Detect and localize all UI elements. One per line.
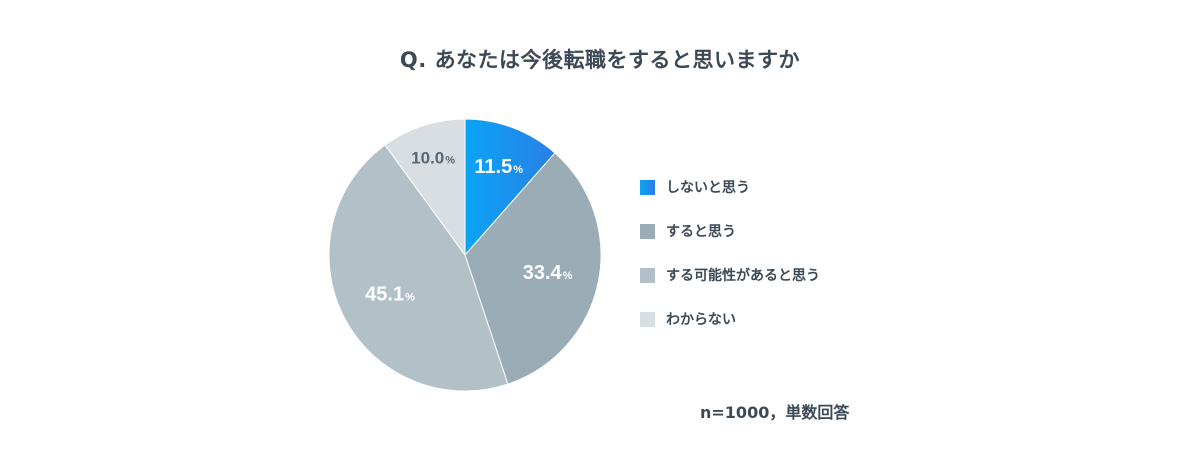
legend-item: する可能性があると思う <box>640 264 820 286</box>
pie-slice <box>328 144 509 392</box>
legend: しないと思う すると思う する可能性があると思う わからない <box>640 176 820 352</box>
sample-note: n=1000，単数回答 <box>700 403 850 422</box>
slice-value-label: 33.4% <box>523 262 573 284</box>
legend-swatch <box>640 223 655 239</box>
legend-swatch <box>640 267 655 283</box>
slice-value-label: 11.5% <box>474 156 523 178</box>
legend-item: わからない <box>640 308 820 330</box>
chart-title: Q. あなたは今後転職をすると思いますか <box>399 48 801 72</box>
legend-label: すると思う <box>666 224 736 240</box>
legend-label: わからない <box>666 312 736 328</box>
slice-value-label: 45.1% <box>365 284 415 306</box>
legend-item: すると思う <box>640 220 820 242</box>
legend-label: する可能性があると思う <box>666 268 820 284</box>
legend-swatch <box>640 311 655 327</box>
legend-item: しないと思う <box>640 176 820 198</box>
pie-slice <box>464 118 556 257</box>
pie-slice <box>384 118 466 257</box>
slice-value-label: 10.0% <box>411 149 455 168</box>
pie-slice <box>464 152 602 385</box>
legend-swatch <box>640 179 655 195</box>
legend-label: しないと思う <box>666 180 750 196</box>
